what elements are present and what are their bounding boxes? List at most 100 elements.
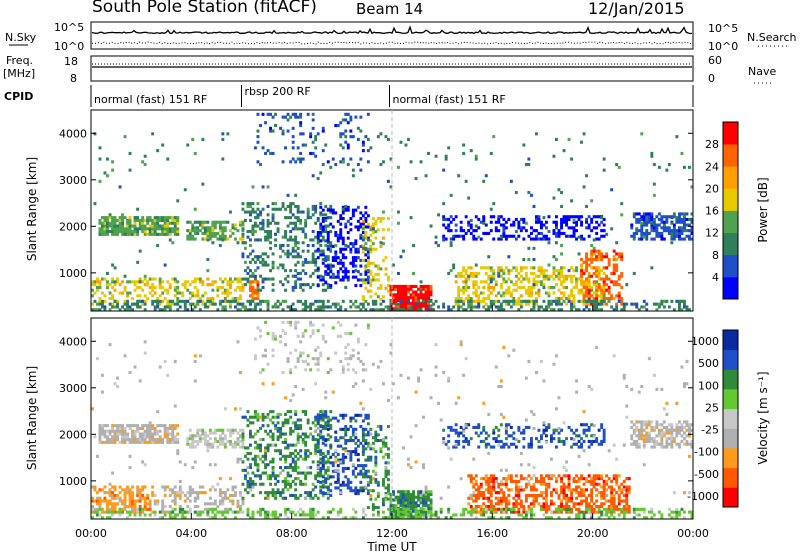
heatmap-cell — [324, 305, 328, 309]
heatmap-cell — [334, 163, 338, 167]
heatmap-cell — [319, 227, 323, 231]
heatmap-cell — [296, 299, 300, 303]
heatmap-cell — [319, 425, 323, 429]
heatmap-cell — [319, 468, 323, 472]
heatmap-cell — [319, 491, 323, 495]
heatmap-cell — [407, 495, 410, 499]
heatmap-cell — [216, 237, 220, 241]
heatmap-cell — [422, 284, 426, 288]
heatmap-cell — [492, 437, 496, 441]
beam-label: Beam 14 — [356, 0, 424, 18]
heatmap-cell — [570, 437, 574, 441]
heatmap-cell — [123, 426, 127, 430]
heatmap-cell — [672, 229, 676, 233]
heatmap-cell — [196, 220, 200, 224]
heatmap-cell — [404, 490, 408, 494]
heatmap-cell — [351, 302, 355, 306]
heatmap-cell — [497, 499, 501, 503]
heatmap-cell — [321, 337, 325, 341]
heatmap-cell — [527, 163, 531, 167]
heatmap-cell — [264, 463, 268, 467]
heatmap-cell — [274, 207, 278, 211]
heatmap-cell — [284, 412, 288, 416]
heatmap-cell — [683, 237, 686, 241]
heatmap-cell — [301, 308, 305, 312]
heatmap-cell — [126, 491, 130, 495]
heatmap-cell — [565, 297, 569, 301]
heatmap-cell — [336, 239, 340, 243]
heatmap-cell — [477, 485, 481, 489]
heatmap-cell — [321, 455, 325, 459]
heatmap-cell — [562, 215, 566, 219]
heatmap-cell — [331, 274, 335, 278]
heatmap-cell — [560, 505, 564, 509]
heatmap-cell — [299, 132, 303, 136]
heatmap-cell — [597, 294, 601, 298]
heatmap-cell — [562, 505, 566, 509]
heatmap-cell — [487, 305, 491, 309]
heatmap-cell — [198, 491, 202, 495]
heatmap-cell — [196, 439, 200, 443]
heatmap-cell — [176, 199, 180, 203]
heatmap-cell — [286, 421, 290, 425]
heatmap-cell — [640, 215, 644, 219]
heatmap-cell — [537, 217, 541, 221]
heatmap-cell — [163, 308, 167, 312]
heatmap-cell — [376, 433, 380, 437]
heatmap-cell — [311, 302, 315, 306]
heatmap-cell — [136, 440, 140, 444]
heatmap-cell — [532, 496, 536, 500]
heatmap-cell — [449, 428, 453, 432]
heatmap-cell — [379, 447, 383, 451]
heatmap-cell — [221, 431, 225, 435]
heatmap-cell — [489, 280, 493, 284]
heatmap-cell — [251, 457, 255, 461]
heatmap-cell — [304, 477, 308, 481]
heatmap-cell — [206, 305, 210, 309]
heatmap-cell — [392, 296, 395, 300]
heatmap-cell — [524, 299, 528, 303]
heatmap-cell — [356, 444, 360, 448]
heatmap-cell — [572, 431, 576, 435]
heatmap-cell — [206, 277, 210, 281]
heatmap-cell — [537, 308, 541, 312]
heatmap-cell — [547, 285, 551, 289]
heatmap-cell — [239, 280, 242, 284]
heatmap-cell — [324, 204, 328, 208]
heatmap-cell — [519, 280, 523, 284]
heatmap-cell — [605, 255, 609, 259]
heatmap-cell — [560, 439, 564, 443]
heatmap-cell — [379, 302, 383, 306]
heatmap-cell — [552, 291, 556, 295]
heatmap-cell — [173, 224, 177, 228]
heatmap-cell — [143, 277, 147, 281]
heatmap-cell — [459, 229, 463, 233]
heatmap-cell — [512, 502, 516, 506]
heatmap-cell — [281, 440, 285, 444]
heatmap-cell — [126, 308, 130, 312]
heatmap-cell — [356, 205, 360, 209]
heatmap-cell — [291, 227, 295, 231]
heatmap-cell — [223, 493, 227, 497]
heatmap-cell — [193, 499, 197, 503]
heatmap-cell — [429, 307, 433, 311]
heatmap-cell — [163, 426, 167, 430]
heatmap-cell — [414, 296, 418, 300]
heatmap-cell — [158, 308, 162, 312]
heatmap-cell — [259, 474, 263, 478]
heatmap-cell — [497, 439, 501, 443]
heatmap-cell — [249, 482, 252, 486]
heatmap-cell — [329, 426, 333, 430]
heatmap-cell — [572, 302, 576, 306]
heatmap-cell — [532, 204, 536, 208]
heatmap-cell — [351, 368, 355, 372]
heatmap-cell — [208, 496, 212, 500]
heatmap-cell — [136, 438, 140, 442]
heatmap-cell — [575, 280, 579, 284]
heatmap-cell — [424, 293, 428, 297]
heatmap-cell — [389, 157, 393, 161]
heatmap-cell — [196, 510, 200, 514]
heatmap-cell — [404, 143, 408, 147]
